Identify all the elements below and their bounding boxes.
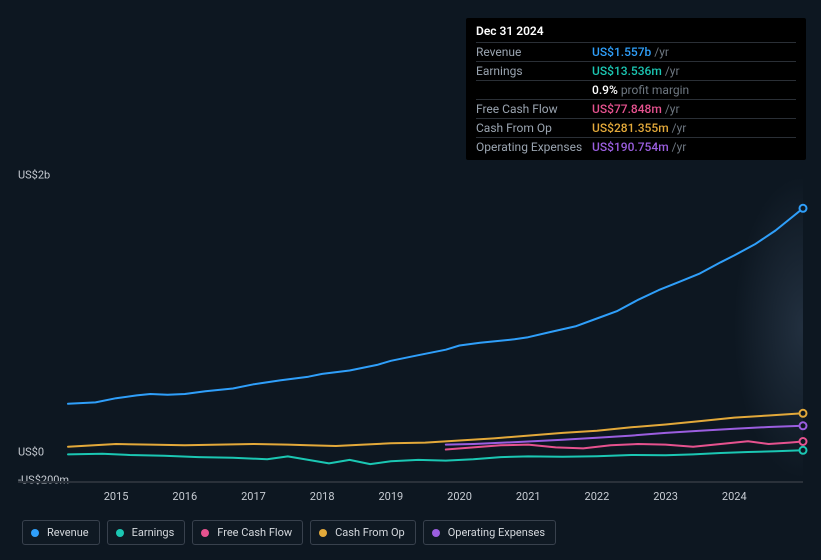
legend-label: Revenue xyxy=(47,526,89,539)
tooltip-label: Operating Expenses xyxy=(476,140,592,154)
x-axis-label: 2022 xyxy=(585,490,610,503)
tooltip-label: Earnings xyxy=(476,64,592,78)
x-axis-label: 2019 xyxy=(378,490,403,503)
chart-container: Dec 31 2024 RevenueUS$1.557b/yrEarningsU… xyxy=(0,0,821,560)
legend-dot xyxy=(432,529,440,537)
legend-item-operating-expenses[interactable]: Operating Expenses xyxy=(423,520,556,545)
x-axis-label: 2017 xyxy=(241,490,266,503)
series-revenue[interactable] xyxy=(68,208,803,403)
x-axis-line xyxy=(18,481,803,483)
tooltip-row: EarningsUS$13.536m/yr xyxy=(476,61,796,80)
series-earnings[interactable] xyxy=(68,450,803,464)
end-marker xyxy=(800,422,807,429)
tooltip-row: Cash From OpUS$281.355m/yr xyxy=(476,118,796,137)
series-cash-from-op[interactable] xyxy=(68,413,803,446)
tooltip-unit: /yr xyxy=(665,102,680,116)
legend-item-free-cash-flow[interactable]: Free Cash Flow xyxy=(192,520,303,545)
legend-item-earnings[interactable]: Earnings xyxy=(107,520,186,545)
line-chart[interactable] xyxy=(18,175,803,480)
tooltip-label: Free Cash Flow xyxy=(476,102,592,116)
tooltip-date: Dec 31 2024 xyxy=(476,24,796,42)
end-marker xyxy=(800,410,807,417)
end-marker xyxy=(800,447,807,454)
x-axis-label: 2015 xyxy=(104,490,129,503)
legend-dot xyxy=(31,529,39,537)
legend-label: Free Cash Flow xyxy=(217,526,292,539)
tooltip-row: Free Cash FlowUS$77.848m/yr xyxy=(476,99,796,118)
tooltip-value: 0.9% xyxy=(592,83,618,97)
tooltip-label: Revenue xyxy=(476,45,592,59)
x-axis-label: 2023 xyxy=(653,490,678,503)
x-axis-label: 2016 xyxy=(172,490,197,503)
legend-dot xyxy=(319,529,327,537)
end-marker xyxy=(800,205,807,212)
tooltip-value: US$281.355m xyxy=(592,121,669,135)
legend-label: Earnings xyxy=(132,526,175,539)
chart-legend: Revenue Earnings Free Cash Flow Cash From O… xyxy=(22,520,556,545)
tooltip-row: Operating ExpensesUS$190.754m/yr xyxy=(476,137,796,156)
legend-item-cash-from-op[interactable]: Cash From Op xyxy=(310,520,416,545)
data-tooltip: Dec 31 2024 RevenueUS$1.557b/yrEarningsU… xyxy=(466,18,806,160)
legend-dot xyxy=(201,529,209,537)
tooltip-unit: profit margin xyxy=(621,83,689,97)
x-axis-label: 2024 xyxy=(722,490,747,503)
tooltip-row: 0.9%profit margin xyxy=(476,80,796,99)
tooltip-value: US$13.536m xyxy=(592,64,662,78)
tooltip-value: US$1.557b xyxy=(592,45,651,59)
legend-item-revenue[interactable]: Revenue xyxy=(22,520,100,545)
legend-dot xyxy=(116,529,124,537)
legend-label: Cash From Op xyxy=(335,526,405,539)
tooltip-value: US$77.848m xyxy=(592,102,662,116)
chart-area[interactable]: US$2bUS$0-US$200m 2015201620172018201920… xyxy=(18,175,803,480)
tooltip-unit: /yr xyxy=(672,121,687,135)
tooltip-label: Cash From Op xyxy=(476,121,592,135)
tooltip-unit: /yr xyxy=(672,140,687,154)
tooltip-row: RevenueUS$1.557b/yr xyxy=(476,42,796,61)
tooltip-value: US$190.754m xyxy=(592,140,669,154)
x-axis-label: 2021 xyxy=(516,490,541,503)
tooltip-unit: /yr xyxy=(665,64,680,78)
x-axis-label: 2020 xyxy=(447,490,472,503)
tooltip-unit: /yr xyxy=(654,45,669,59)
x-axis-label: 2018 xyxy=(310,490,335,503)
end-marker xyxy=(800,438,807,445)
legend-label: Operating Expenses xyxy=(448,526,545,539)
